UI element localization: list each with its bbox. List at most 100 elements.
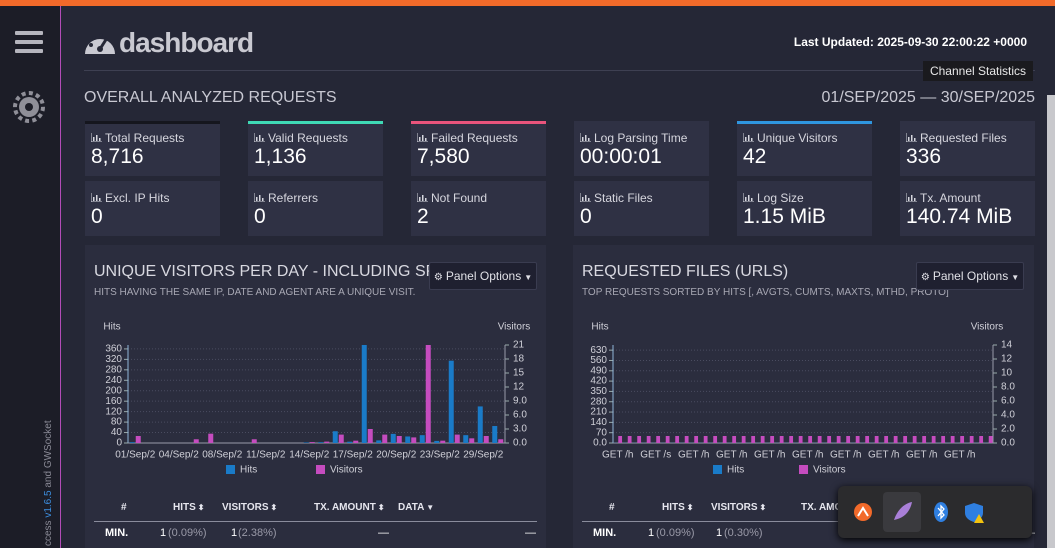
bar bbox=[498, 439, 504, 443]
version-suffix: and GWSocket bbox=[43, 420, 54, 491]
metric-label-text: Valid Requests bbox=[268, 131, 348, 145]
table-header[interactable]: DATA ▼ bbox=[398, 502, 435, 513]
scrollbar[interactable] bbox=[1047, 95, 1055, 548]
x-tick-label: 17/Sep/2 bbox=[333, 450, 373, 461]
table-header[interactable]: VISITORS ⬍ bbox=[711, 502, 767, 513]
y-tick-label: 80 bbox=[111, 417, 123, 428]
bar bbox=[827, 436, 832, 443]
metric-value: 42 bbox=[743, 145, 767, 168]
tray-feather-icon[interactable] bbox=[894, 502, 912, 520]
bar bbox=[419, 435, 425, 443]
chart-icon bbox=[253, 193, 265, 203]
metric-value: 0 bbox=[91, 205, 103, 228]
chart-icon bbox=[416, 133, 428, 143]
bar bbox=[637, 436, 642, 443]
chart-icon bbox=[579, 193, 591, 203]
overview-title: OVERALL ANALYZED REQUESTS bbox=[84, 89, 337, 106]
x-tick-label: 20/Sep/2 bbox=[376, 450, 416, 461]
caret: ▼ bbox=[524, 273, 533, 282]
metric-card: Log Parsing Time 00:00:01 bbox=[574, 121, 709, 176]
metric-label: Unique Visitors bbox=[742, 131, 837, 145]
x-tick-label: GET /h bbox=[944, 450, 976, 461]
tray-bluetooth-icon[interactable] bbox=[934, 502, 948, 522]
metric-label: Total Requests bbox=[90, 131, 185, 145]
table-cell: (0.09%) bbox=[168, 527, 207, 539]
table-cell: 1 bbox=[648, 527, 655, 539]
metric-value: 336 bbox=[906, 145, 942, 168]
tooltip: Channel Statistics bbox=[923, 61, 1033, 81]
version-number[interactable]: v1.6.5 bbox=[43, 490, 54, 518]
metric-label-text: Referrers bbox=[268, 191, 319, 205]
top-bar bbox=[0, 0, 1055, 6]
metric-label-text: Total Requests bbox=[105, 131, 185, 145]
logo-icon bbox=[85, 33, 115, 54]
bar bbox=[251, 439, 257, 443]
metric-label: Log Size bbox=[742, 191, 804, 205]
table-cell: 1 bbox=[231, 527, 238, 539]
y2-axis-label: Visitors bbox=[971, 322, 1004, 333]
y2-tick-label: 0.0 bbox=[1001, 438, 1015, 449]
bar bbox=[454, 434, 460, 443]
sidebar: ccess v1.6.5 and GWSocket bbox=[0, 6, 61, 548]
table-header[interactable]: HITS ⬍ bbox=[173, 502, 205, 513]
bar bbox=[338, 434, 344, 443]
metric-card: Requested Files 336 bbox=[900, 121, 1035, 176]
y-tick-label: 160 bbox=[105, 396, 122, 407]
app-title: dashboard bbox=[119, 27, 254, 58]
menu-icon[interactable] bbox=[15, 31, 43, 53]
bar bbox=[477, 406, 483, 443]
table-cell: 1 bbox=[160, 527, 167, 539]
table-header[interactable]: VISITORS ⬍ bbox=[222, 502, 278, 513]
table-cell: (0.09%) bbox=[656, 527, 695, 539]
chart-icon bbox=[579, 133, 591, 143]
panel-subtitle: TOP REQUESTS SORTED BY HITS [, AVGTS, CU… bbox=[582, 287, 949, 298]
tray-security-icon[interactable] bbox=[965, 503, 984, 523]
sort-arrow: ⬍ bbox=[197, 503, 205, 512]
metric-card: Tx. Amount 140.74 MiB bbox=[900, 181, 1035, 236]
bar bbox=[836, 436, 841, 443]
panel-title: REQUESTED FILES (URLS) bbox=[582, 263, 789, 280]
bar bbox=[303, 442, 309, 443]
sidebar-icons bbox=[13, 31, 45, 123]
y-tick-label: 0 bbox=[116, 438, 122, 449]
bar bbox=[425, 345, 431, 443]
y2-tick-label: 10 bbox=[1001, 368, 1013, 379]
bar bbox=[390, 433, 396, 443]
y2-tick-label: 9.0 bbox=[513, 396, 527, 407]
bar bbox=[440, 440, 446, 443]
metric-label: Tx. Amount bbox=[905, 191, 981, 205]
sort-arrow: ⬍ bbox=[377, 503, 385, 512]
y-tick-label: 240 bbox=[105, 375, 122, 386]
chart-icon bbox=[905, 133, 917, 143]
bar bbox=[941, 436, 946, 443]
metric-label: Not Found bbox=[416, 191, 487, 205]
settings-icon[interactable] bbox=[13, 91, 45, 123]
table-header[interactable]: TX. AMOUNT⬍ bbox=[314, 502, 385, 513]
bar bbox=[469, 438, 475, 443]
panel-options-button[interactable]: ⚙ Panel Options ▼ bbox=[916, 262, 1024, 290]
tray-app-icon[interactable] bbox=[854, 503, 872, 521]
metric-card: Unique Visitors 42 bbox=[737, 121, 872, 176]
y-tick-label: 350 bbox=[590, 386, 607, 397]
bar bbox=[912, 436, 917, 443]
sort-arrow: ⬍ bbox=[759, 503, 767, 512]
row-label: MIN. bbox=[105, 527, 129, 539]
x-tick-label: GET /h bbox=[754, 450, 786, 461]
chart: Hits Visitors0.07014021028035042049056063… bbox=[590, 322, 1015, 476]
bar bbox=[931, 436, 936, 443]
date-range: 01/SEP/2025 — 30/SEP/2025 bbox=[821, 89, 1035, 106]
metric-label: Log Parsing Time bbox=[579, 131, 687, 145]
bar bbox=[656, 436, 661, 443]
panel-options-label: Panel Options bbox=[445, 269, 522, 283]
bar bbox=[618, 436, 623, 443]
panel-options-button[interactable]: ⚙ Panel Options ▼ bbox=[429, 262, 537, 290]
y-axis-label: Hits bbox=[103, 322, 120, 333]
x-tick-label: 14/Sep/2 bbox=[289, 450, 329, 461]
bar bbox=[492, 426, 498, 443]
bar bbox=[903, 436, 908, 443]
bar bbox=[855, 436, 860, 443]
metric-label: Valid Requests bbox=[253, 131, 348, 145]
table-header[interactable]: HITS ⬍ bbox=[662, 502, 694, 513]
y2-tick-label: 6.0 bbox=[1001, 396, 1015, 407]
bar bbox=[703, 436, 708, 443]
